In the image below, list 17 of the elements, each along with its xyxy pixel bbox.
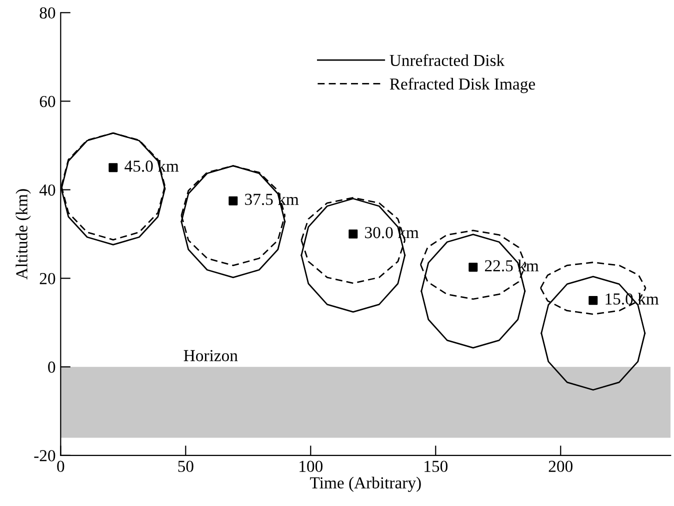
x-tick-label: 0 bbox=[57, 460, 64, 472]
y-tick-label: 20 bbox=[40, 273, 56, 284]
y-tick-label: 60 bbox=[40, 96, 56, 108]
y-axis-title: Altitude (km) bbox=[16, 189, 31, 280]
annotation: 15.0 km bbox=[606, 292, 659, 305]
x-tick-label: 150 bbox=[424, 460, 448, 472]
y-tick-label: -20 bbox=[34, 450, 56, 462]
legend-label: Unrefracted Disk bbox=[390, 54, 505, 66]
x-tick-label: 100 bbox=[300, 460, 323, 472]
x-tick-label: 50 bbox=[178, 460, 194, 472]
y-tick-label: 0 bbox=[48, 362, 56, 373]
legend-label: Refracted Disk Image bbox=[390, 78, 536, 94]
x-tick-label: 200 bbox=[548, 460, 572, 472]
x-axis-title: Time (Arbitrary) bbox=[310, 476, 421, 492]
y-tick-label: 40 bbox=[39, 184, 56, 196]
band-label: Horizon bbox=[184, 350, 238, 362]
y-tick-label: 80 bbox=[40, 7, 56, 19]
